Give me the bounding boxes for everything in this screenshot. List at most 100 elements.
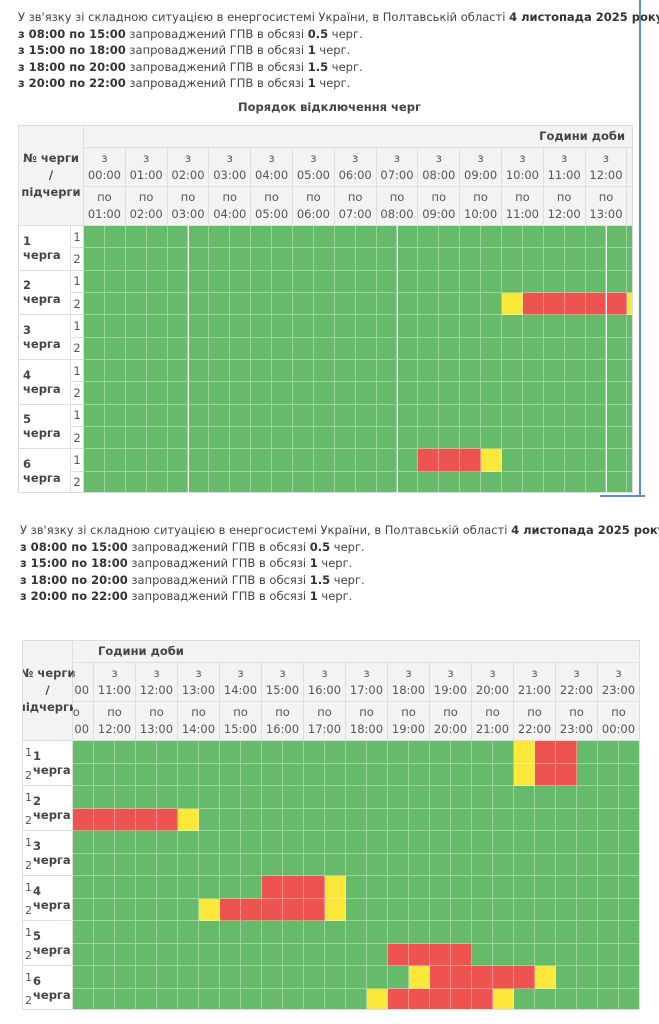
from-time: 10:00 — [505, 168, 539, 182]
slot — [157, 988, 178, 1009]
slot — [346, 808, 367, 831]
slot — [209, 270, 231, 293]
slot — [522, 449, 544, 472]
slot — [619, 988, 639, 1009]
slot — [388, 876, 409, 899]
slot — [535, 876, 556, 899]
announcement-text: запроваджений ГПВ в обсязі — [125, 43, 308, 57]
slot — [157, 943, 178, 966]
slot — [251, 337, 273, 360]
slot — [251, 449, 273, 472]
slot — [397, 270, 419, 293]
column-to: по 18:00 — [346, 702, 388, 741]
slot — [535, 741, 556, 764]
slot — [334, 315, 356, 338]
slot — [514, 831, 535, 854]
slot — [199, 786, 220, 809]
slot — [220, 943, 241, 966]
slot — [262, 853, 283, 876]
slot — [157, 763, 178, 786]
slot — [564, 359, 586, 383]
slot — [251, 226, 273, 249]
slot — [397, 404, 419, 427]
slot — [325, 876, 346, 899]
slot — [94, 988, 115, 1009]
slot — [481, 382, 502, 405]
slot — [346, 853, 367, 876]
slot — [418, 471, 440, 492]
slot — [564, 270, 586, 293]
slot — [522, 471, 544, 492]
slot — [451, 741, 472, 764]
to-time: 15:00 — [223, 722, 258, 736]
slot — [460, 292, 482, 316]
slot — [493, 876, 514, 899]
subqueue-label: 1 — [71, 226, 84, 249]
slot — [125, 226, 147, 249]
slot — [230, 226, 252, 249]
slot — [272, 292, 293, 316]
subqueue-label: 1 — [71, 315, 84, 338]
announcement-text: запроваджений ГПВ в обсязі — [127, 539, 310, 554]
slot — [73, 966, 94, 989]
slot — [376, 449, 398, 472]
panel-edge — [639, 0, 641, 497]
slot — [493, 831, 514, 854]
slot — [104, 449, 126, 472]
slot — [460, 404, 482, 427]
slot — [272, 471, 293, 492]
slot — [627, 270, 632, 293]
to-prefix: по — [401, 705, 416, 719]
slot — [460, 337, 482, 360]
slot — [262, 966, 283, 989]
from-prefix: з — [310, 151, 317, 165]
slot — [585, 270, 607, 293]
announcement-text: У зв'язку зі складною ситуацією в енерго… — [20, 523, 512, 537]
announcement-text: з 08:00 по 15:00 — [20, 539, 128, 554]
slot — [619, 921, 639, 944]
to-prefix: по — [389, 190, 405, 204]
slot — [125, 382, 147, 405]
to-time: 10:00 — [464, 207, 498, 221]
slot — [220, 786, 241, 809]
slot — [535, 786, 556, 809]
slot — [346, 898, 367, 921]
slot — [178, 763, 199, 786]
slot — [397, 426, 419, 450]
slot — [334, 471, 356, 492]
column-from: з 00:00 — [84, 148, 126, 187]
slot — [241, 966, 262, 989]
slot — [598, 921, 619, 944]
slot — [178, 786, 199, 809]
slot — [230, 449, 252, 472]
queue-header: № черги / підчерги — [23, 641, 77, 741]
to-time: 19:00 — [391, 722, 426, 736]
slot — [313, 292, 335, 316]
slot — [136, 988, 157, 1009]
slot — [304, 786, 325, 809]
column-from: з 01:00 — [125, 148, 168, 187]
slot — [199, 741, 220, 764]
column-to: по 14:00 — [178, 702, 220, 741]
slot — [409, 741, 430, 764]
slot — [293, 315, 314, 338]
to-prefix: по — [515, 190, 530, 204]
column-to: по 20:00 — [430, 702, 472, 741]
slot — [94, 853, 115, 876]
slot — [598, 763, 619, 786]
column-to: по 06:00 — [293, 187, 335, 226]
slot — [522, 248, 544, 271]
slot — [418, 292, 440, 316]
column-from: з 11:00 — [543, 148, 586, 187]
slot — [606, 248, 628, 271]
slot — [157, 966, 178, 989]
slot — [241, 988, 262, 1009]
slot — [556, 988, 577, 1009]
slot — [220, 763, 241, 786]
slot — [514, 876, 535, 899]
slot — [430, 741, 451, 764]
slot — [293, 337, 314, 360]
slot — [125, 404, 147, 427]
slot — [502, 248, 523, 271]
slot — [313, 449, 335, 472]
